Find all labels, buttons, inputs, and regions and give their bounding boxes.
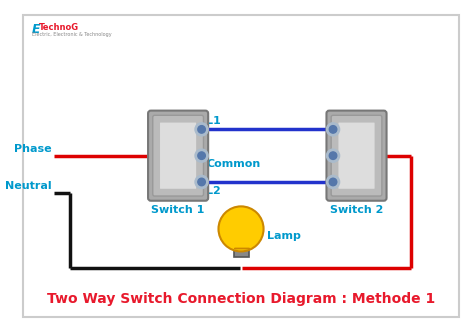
Text: E: E: [32, 23, 40, 36]
Text: L1: L1: [206, 116, 221, 125]
Text: TechnoG: TechnoG: [39, 23, 79, 32]
Text: Lamp: Lamp: [267, 231, 301, 241]
Text: Switch 1: Switch 1: [151, 206, 205, 215]
Circle shape: [195, 149, 208, 162]
Circle shape: [195, 175, 208, 189]
Circle shape: [219, 207, 264, 251]
Text: Common: Common: [206, 159, 261, 169]
Circle shape: [329, 152, 337, 159]
FancyBboxPatch shape: [327, 111, 387, 201]
Text: L2: L2: [206, 186, 221, 196]
FancyBboxPatch shape: [331, 115, 382, 196]
FancyBboxPatch shape: [159, 122, 197, 190]
Circle shape: [329, 178, 337, 186]
FancyBboxPatch shape: [153, 115, 203, 196]
Text: Two Way Switch Connection Diagram : Methode 1: Two Way Switch Connection Diagram : Meth…: [47, 292, 435, 306]
Text: Neutral: Neutral: [5, 181, 51, 191]
Circle shape: [327, 175, 339, 189]
Bar: [234, 248, 248, 257]
Circle shape: [327, 123, 339, 136]
Circle shape: [198, 125, 205, 133]
FancyBboxPatch shape: [148, 111, 208, 201]
FancyBboxPatch shape: [338, 122, 375, 190]
Circle shape: [198, 152, 205, 159]
Circle shape: [327, 149, 339, 162]
Text: Electric, Electronic & Technology: Electric, Electronic & Technology: [32, 32, 111, 37]
Circle shape: [198, 178, 205, 186]
Text: Phase: Phase: [14, 144, 51, 154]
Text: Switch 2: Switch 2: [330, 206, 383, 215]
Circle shape: [195, 123, 208, 136]
Circle shape: [329, 125, 337, 133]
